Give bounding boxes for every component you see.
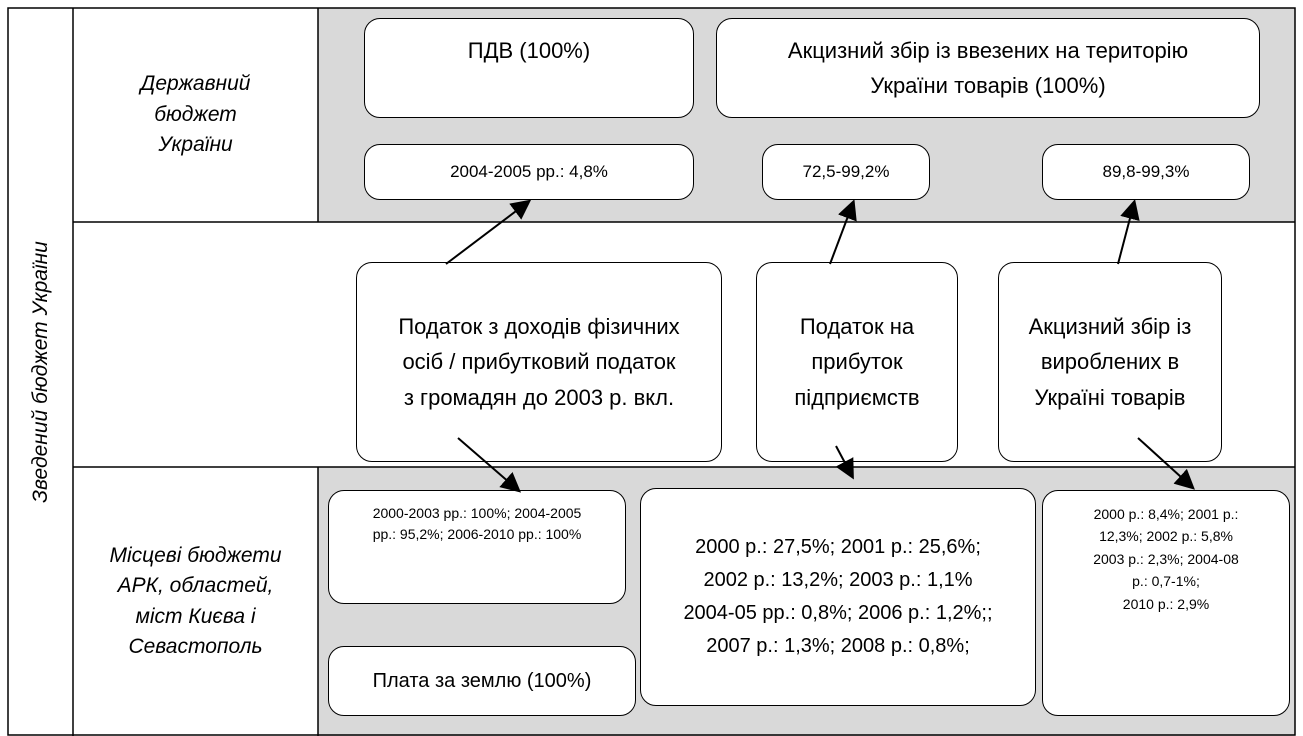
box: Податок з доходів фізичних осіб / прибутк… — [356, 262, 722, 462]
arrow — [1137, 437, 1195, 490]
row-label: Державний бюджет України — [73, 8, 318, 222]
row-label-line: міст Києва і — [135, 604, 256, 628]
row-label: Місцеві бюджети АРК, областей, міст Києва … — [73, 467, 318, 736]
box-line: Акцизний збір із — [1028, 314, 1192, 340]
box: Податок на прибуток підприємств — [756, 262, 958, 462]
box-line: з громадян до 2003 р. вкл. — [403, 384, 675, 410]
box: 89,8-99,3% — [1042, 144, 1250, 200]
box: 72,5-99,2% — [762, 144, 930, 200]
box-line: 89,8-99,3% — [1102, 162, 1190, 182]
box-line: 72,5-99,2% — [802, 162, 890, 182]
row-label-line: Державний — [140, 72, 251, 96]
box-line: 2010 р.: 2,9% — [1122, 595, 1210, 612]
box-line: 2000 р.: 8,4%; 2001 р.: — [1093, 506, 1239, 522]
row-label-line: Севастополь — [128, 634, 263, 658]
box-line: Україні товарів — [1034, 384, 1186, 410]
box-line: р.: 0,7-1%; — [1132, 573, 1200, 590]
box-line: 2003 р.: 2,3%; 2004-08 — [1093, 550, 1239, 567]
box-line: вироблених в — [1040, 349, 1180, 375]
box-line: осіб / прибутковий податок — [402, 349, 676, 375]
row-label-line: АРК, областей, — [117, 574, 274, 598]
box-line: підприємств — [794, 384, 920, 410]
box-line: 2007 р.: 1,3%; 2008 р.: 0,8%; — [706, 635, 970, 657]
box-line: прибуток — [811, 349, 903, 375]
box: Акцизний збір із вироблених в Україні това… — [998, 262, 1222, 462]
box-line: України товарів (100%) — [870, 73, 1106, 99]
box: 2000 р.: 27,5%; 2001 р.: 25,6%; 2002 р.: … — [640, 488, 1036, 706]
arrow — [457, 437, 522, 493]
box-line: Податок з доходів фізичних — [398, 314, 680, 340]
box-line: 2000 р.: 27,5%; 2001 р.: 25,6%; — [695, 536, 981, 558]
box-line: Плата за землю (100%) — [372, 670, 592, 692]
box-line: Акцизний збір із ввезених на територію — [787, 38, 1189, 63]
box-line: 2004-05 рр.: 0,8%; 2006 р.: 1,2%;; — [683, 602, 993, 624]
box: 2000 р.: 8,4%; 2001 р.: 12,3%; 2002 р.: 5… — [1042, 490, 1290, 716]
box-line: Податок на — [799, 314, 915, 340]
box: ПДВ (100%) — [364, 18, 694, 118]
box-line: 2002 р.: 13,2%; 2003 р.: 1,1% — [703, 569, 973, 591]
arrow — [835, 445, 854, 480]
box-line: 12,3%; 2002 р.: 5,8% — [1099, 528, 1233, 545]
box: Акцизний збір із ввезених на територію Ук… — [716, 18, 1260, 118]
box: 2000-2003 рр.: 100%; 2004-2005 рр.: 95,2%… — [328, 490, 626, 604]
box-line: ПДВ (100%) — [467, 38, 591, 63]
box: 2004-2005 рр.: 4,8% — [364, 144, 694, 200]
box-line: рр.: 95,2%; 2006-2010 рр.: 100% — [372, 526, 582, 542]
row-label-line: бюджет — [154, 102, 237, 126]
box-line: 2000-2003 рр.: 100%; 2004-2005 — [372, 505, 582, 521]
arrow — [445, 199, 532, 265]
arrow — [1117, 199, 1140, 265]
row-label-line: Місцеві бюджети — [109, 543, 282, 567]
row-label-line: України — [158, 133, 233, 157]
box-line: 2004-2005 рр.: 4,8% — [450, 162, 608, 182]
arrow — [829, 199, 857, 265]
box: Плата за землю (100%) — [328, 646, 636, 716]
